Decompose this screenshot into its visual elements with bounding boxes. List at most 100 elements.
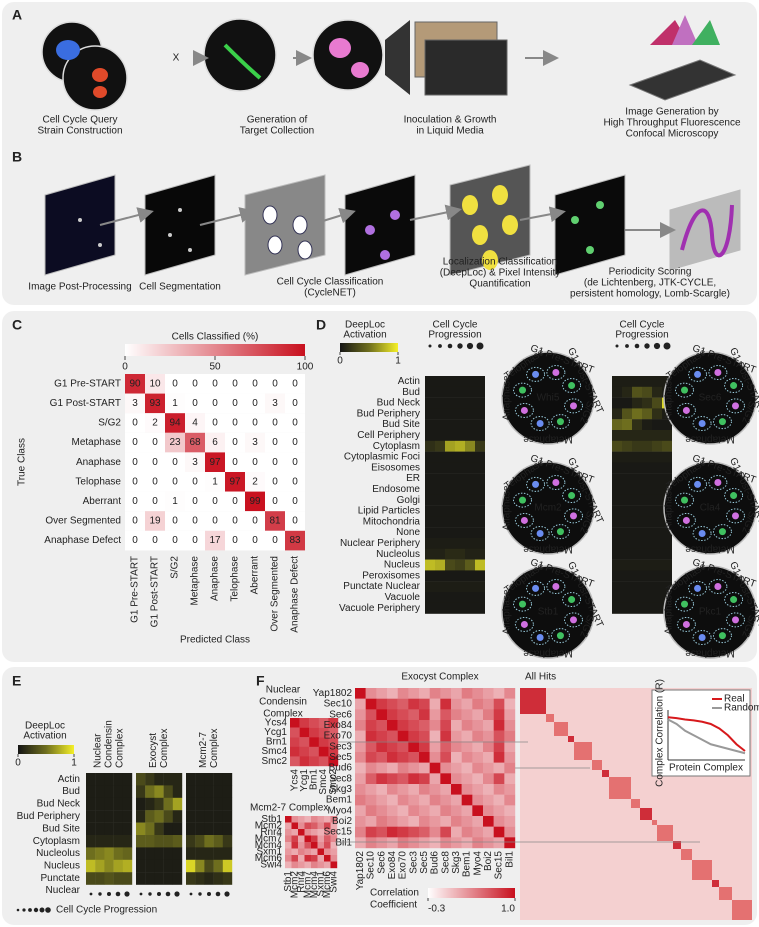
corr-cell (304, 855, 312, 862)
heatmap-cell (632, 451, 642, 463)
heatmap-cell (465, 548, 475, 560)
corr-cell (376, 826, 388, 838)
cell-signal (718, 418, 726, 426)
axis-title: True Class (17, 438, 28, 486)
heatmap-cell (172, 847, 183, 860)
corr-cell (328, 718, 339, 728)
heatmap-cell (612, 570, 622, 582)
heatmap-cell (465, 581, 475, 593)
cell-outline (530, 629, 550, 645)
corr-cell (493, 698, 505, 710)
matrix-cell (185, 472, 205, 492)
gene-label: Myo4 (472, 851, 483, 876)
heatmap-cell (445, 397, 455, 409)
cell-outline (725, 398, 745, 414)
phase-label: Anaphase (502, 485, 513, 530)
step-caption: Cell Cycle Classification (277, 277, 384, 288)
corr-cell (408, 730, 420, 742)
cell-value: 3 (272, 398, 278, 409)
corr-cell (493, 826, 505, 838)
matrix-cell (245, 413, 265, 433)
step-caption: Cell Segmentation (139, 282, 221, 293)
heatmap-cell (632, 430, 642, 441)
heatmap-cell (95, 785, 105, 798)
progression-dot (174, 891, 180, 897)
cell-value: 1 (212, 476, 218, 487)
gene-label: Bud6 (329, 763, 353, 774)
corr-cell (440, 720, 452, 731)
heatmap-cell (163, 835, 173, 848)
corr-cell (397, 752, 409, 763)
heatmap-cell (642, 602, 652, 614)
corr-cell (298, 816, 305, 823)
heatmap-cell (435, 440, 445, 452)
corr-cell (355, 698, 366, 710)
gene-label: Mcm7 (255, 833, 283, 844)
heatmap-cell (455, 592, 465, 603)
corr-cell (429, 720, 441, 731)
phase-label: Metaphase (523, 543, 573, 554)
cell-signal (569, 402, 577, 410)
progression-dot (157, 892, 161, 896)
row-label: Punctate Nuclear (343, 581, 420, 592)
heatmap-cell (622, 484, 632, 495)
heatmap-cell (145, 872, 155, 885)
heatmap-cell (662, 570, 672, 582)
corr-cell (397, 837, 409, 849)
corr-cell (330, 842, 338, 849)
row-label: Nuclear (46, 885, 81, 896)
corr-cell (419, 794, 430, 806)
cell-outline (724, 592, 744, 608)
row-label: Bud (62, 786, 80, 797)
corr-cell (419, 730, 430, 742)
heatmap-cell (213, 847, 223, 860)
corr-cell (376, 762, 388, 774)
heatmap-cell (213, 773, 223, 786)
corr-cell (397, 688, 409, 699)
progression-dot (663, 342, 671, 350)
heatmap-cell (612, 516, 622, 528)
heatmap-cell (612, 559, 622, 571)
protein-label: Stb1 (538, 607, 559, 618)
corr-cell (461, 784, 473, 795)
corr-cell (504, 773, 516, 785)
beam (672, 15, 698, 45)
corr-cell (472, 837, 484, 849)
heatmap-cell (113, 835, 123, 848)
matrix-cell (145, 374, 165, 394)
heatmap-cell (425, 581, 435, 593)
matrix-title: All Hits (525, 672, 556, 683)
heatmap-cell (95, 872, 105, 885)
corr-cell (328, 737, 339, 747)
complex-header: Nuclear (93, 733, 104, 768)
heatmap-cell (95, 797, 105, 811)
gene-label: Sec6 (329, 709, 352, 720)
corr-cell (304, 816, 312, 823)
corr-cell (483, 698, 494, 710)
heatmap-cell (662, 451, 672, 463)
phase-label: Anaphase (664, 485, 675, 530)
heatmap-cell (445, 548, 455, 560)
corr-cell (408, 709, 420, 721)
heatmap-cell (163, 773, 173, 786)
cell-signal (556, 632, 564, 640)
heatmap-cell (652, 462, 662, 474)
corr-block (554, 722, 568, 736)
progression-dot (625, 344, 629, 348)
heatmap-cell (95, 847, 105, 860)
corr-cell (419, 741, 430, 753)
cell (571, 216, 579, 224)
heatmap-cell (455, 538, 465, 549)
corr-cell (298, 835, 305, 843)
corr-cell (440, 752, 452, 763)
corr-cell (318, 727, 329, 738)
cell-outline (562, 592, 582, 608)
corr-cell (290, 746, 300, 757)
heatmap-cell (104, 810, 114, 823)
heatmap-cell (465, 397, 475, 409)
protein-label: Whi5 (537, 393, 560, 404)
corr-cell (440, 837, 452, 849)
cell-signal (536, 633, 544, 641)
corr-cell (355, 805, 366, 817)
